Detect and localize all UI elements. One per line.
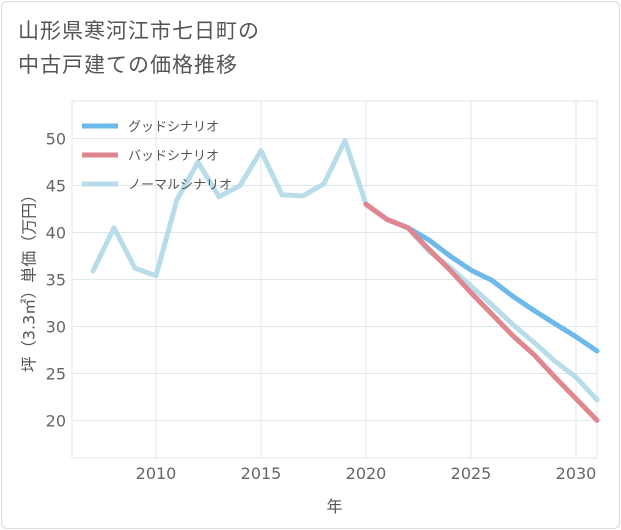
plot-area (71, 100, 598, 459)
grid-lines (72, 101, 597, 458)
series-line-2 (90, 138, 600, 403)
series-layer (90, 138, 600, 423)
y-tick-label: 30 (46, 317, 66, 336)
legend-label: バッドシナリオ (128, 149, 219, 164)
y-tick-label: 40 (46, 224, 66, 243)
y-tick-label: 50 (46, 130, 66, 149)
x-tick-label: 2020 (346, 464, 387, 483)
series-line-1 (363, 201, 600, 423)
chart-title-line-1: 山形県寒河江市七日町の (18, 19, 260, 43)
y-tick-label: 45 (46, 177, 66, 196)
y-tick-label: 20 (46, 411, 66, 430)
chart-title: 山形県寒河江市七日町の 中古戸建ての価格推移 (18, 14, 260, 82)
y-axis-title: 坪（3.3㎡）単価（万円） (20, 187, 39, 372)
x-tick-label: 2030 (556, 464, 597, 483)
x-axis-title: 年 (326, 497, 342, 516)
chart-title-line-2: 中古戸建ての価格推移 (18, 53, 238, 77)
x-tick-label: 2015 (241, 464, 282, 483)
legend-label: ノーマルシナリオ (128, 178, 232, 193)
x-tick-label: 2025 (451, 464, 492, 483)
y-tick-label: 25 (46, 364, 66, 383)
y-tick-label: 35 (46, 271, 66, 290)
x-tick-label: 2010 (136, 464, 177, 483)
legend-label: グッドシナリオ (128, 120, 219, 135)
